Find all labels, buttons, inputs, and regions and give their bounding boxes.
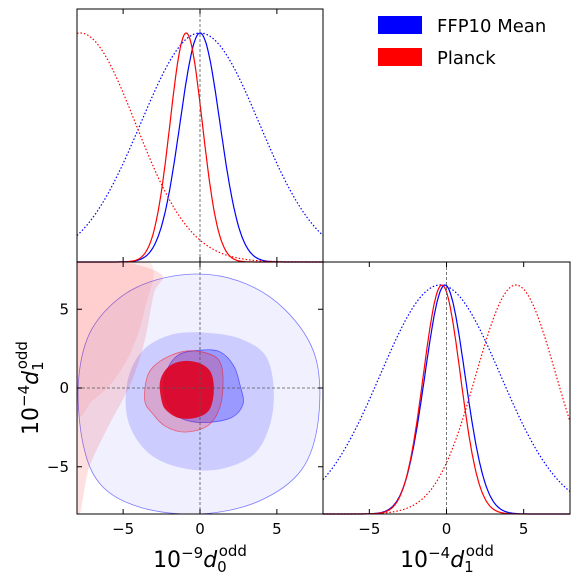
x-tick-label: 5 bbox=[519, 520, 529, 538]
x-tick-label: 5 bbox=[272, 520, 282, 538]
y-tick-label: 5 bbox=[59, 300, 69, 318]
legend: FFP10 Mean Planck bbox=[378, 16, 546, 69]
x-tick-label: −5 bbox=[358, 520, 380, 538]
joint-d0-d1-panel bbox=[76, 261, 324, 515]
x-tick-label: 0 bbox=[195, 520, 205, 538]
y-axis-label-d1: 10−4d1odd bbox=[13, 341, 47, 435]
legend-label-planck: Planck bbox=[437, 48, 496, 69]
y-tick-label: 0 bbox=[59, 379, 69, 397]
x-axis-label-d1: 10−4d1odd bbox=[400, 542, 494, 576]
marginal-d0-panel bbox=[76, 8, 324, 263]
joint-contours bbox=[77, 262, 321, 514]
contour-planck-outer bbox=[77, 262, 154, 417]
y-tick-label: −5 bbox=[47, 458, 69, 476]
legend-swatch-planck bbox=[378, 48, 422, 66]
marginal-d1-planck-dotted bbox=[323, 284, 571, 515]
legend-label-ffp10: FFP10 Mean bbox=[437, 16, 546, 37]
marginal-d0-ffp10-mean-solid bbox=[77, 32, 323, 263]
tick-labels: −5 0 5 −5 0 5 −5 0 5 bbox=[47, 300, 529, 538]
marginal-d0-ffp10-mean-dotted bbox=[76, 32, 324, 237]
x-axis-label-d0: 10−9d0odd bbox=[153, 542, 247, 576]
x-tick-label: −5 bbox=[112, 520, 134, 538]
x-tick-label: 0 bbox=[442, 520, 452, 538]
marginal-d1-panel bbox=[322, 261, 571, 515]
marginal-d1-ffp10-mean-dotted bbox=[322, 284, 571, 492]
marginal-d0-planck-dotted bbox=[76, 32, 323, 263]
contour-planck-core bbox=[159, 360, 214, 419]
marginal-d0-planck-solid bbox=[77, 32, 323, 263]
legend-swatch-ffp10 bbox=[378, 16, 422, 34]
